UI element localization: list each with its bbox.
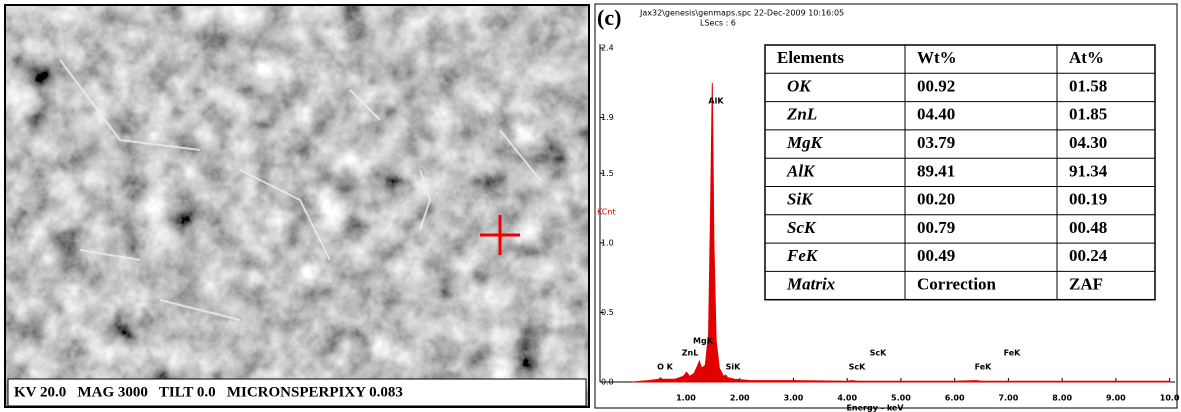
x-axis-label: Energy - keV [846,404,904,412]
table-cell: 00.92 [917,76,955,95]
peak-label: AlK [708,97,724,106]
table-cell: FeK [786,246,819,265]
peak-label: SiK [726,363,742,372]
y-axis-label: KCnt [597,208,616,217]
table-cell: MgK [786,133,824,152]
x-tick-label: 10.0 [1160,394,1180,403]
file-header: Jax32\genesis\genmaps.spc 22-Dec-2009 10… [639,9,844,18]
peak-label: MgK [693,337,714,346]
y-tick-label: 1.5 [601,169,614,178]
x-tick-label: 8.00 [1052,394,1072,403]
table-cell: ZAF [1069,274,1103,293]
panel-label: (c) [597,5,621,30]
x-tick-label: 4.00 [837,394,857,403]
table-cell: 00.20 [917,190,955,209]
y-tick-label: 0.5 [601,308,614,317]
table-cell: AlK [786,161,816,180]
table-cell: 01.58 [1069,76,1107,95]
table-header: Elements [777,48,844,67]
y-tick-label: 0.0 [601,378,614,387]
sem-image [6,6,588,406]
table-cell: Correction [917,274,997,293]
table-cell: SiK [787,190,814,209]
x-tick-label: 3.00 [784,394,804,403]
peak-label: ScK [849,363,867,372]
table-cell: 89.41 [917,161,955,180]
table-cell: 03.79 [917,133,955,152]
table-header: At% [1069,48,1104,67]
y-tick-label: 1.9 [601,113,614,122]
y-tick-label: 2.4 [601,44,614,53]
x-tick-label: 2.00 [730,394,750,403]
table-cell: 00.48 [1069,218,1107,237]
x-tick-label: 6.00 [945,394,965,403]
table-cell: ScK [787,218,817,237]
table-cell: 00.19 [1069,190,1107,209]
peak-label: FeK [975,363,993,372]
results-table: Elements Wt% At% OK 00.92 01.58 ZnL 04.40 01.85 M… [765,45,1155,300]
table-cell: Matrix [786,274,836,293]
x-tick-label: 5.00 [891,394,911,403]
table-cell: 91.34 [1069,161,1108,180]
peak-label: FeK [1004,349,1022,358]
table-cell: 04.40 [917,105,955,124]
table-header: Wt% [917,48,957,67]
x-tick-label: 7.00 [999,394,1019,403]
x-tick-label: 1.00 [676,394,696,403]
table-cell: 04.30 [1069,133,1107,152]
x-tick-label: 9.00 [1106,394,1126,403]
table-cell: ZnL [786,105,817,124]
peak-label: ZnL [682,349,699,358]
figure: KV 20.0 MAG 3000 TILT 0.0 MICRONSPERPIXY… [0,0,1181,412]
table-cell: 01.85 [1069,105,1107,124]
table-cell: 00.49 [917,246,955,265]
lsecs: LSecs : 6 [700,19,736,28]
table-cell: 00.24 [1069,246,1108,265]
y-tick-label: 1.0 [601,238,614,247]
peak-label: ScK [870,349,888,358]
sem-caption: KV 20.0 MAG 3000 TILT 0.0 MICRONSPERPIXY… [14,384,403,400]
table-cell: 00.79 [917,218,955,237]
peak-label: O K [657,363,674,372]
table-cell: OK [787,76,812,95]
